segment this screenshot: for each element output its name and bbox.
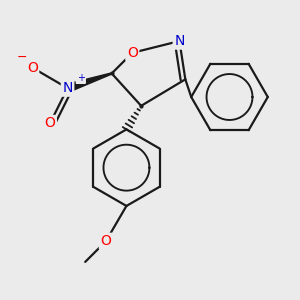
Text: N: N bbox=[174, 34, 184, 48]
Text: O: O bbox=[127, 46, 138, 60]
Text: N: N bbox=[62, 81, 73, 95]
Text: −: − bbox=[17, 51, 27, 64]
Polygon shape bbox=[66, 73, 112, 92]
Text: O: O bbox=[100, 234, 111, 248]
Text: O: O bbox=[27, 61, 38, 75]
Text: O: O bbox=[44, 116, 55, 130]
Text: +: + bbox=[77, 73, 85, 83]
